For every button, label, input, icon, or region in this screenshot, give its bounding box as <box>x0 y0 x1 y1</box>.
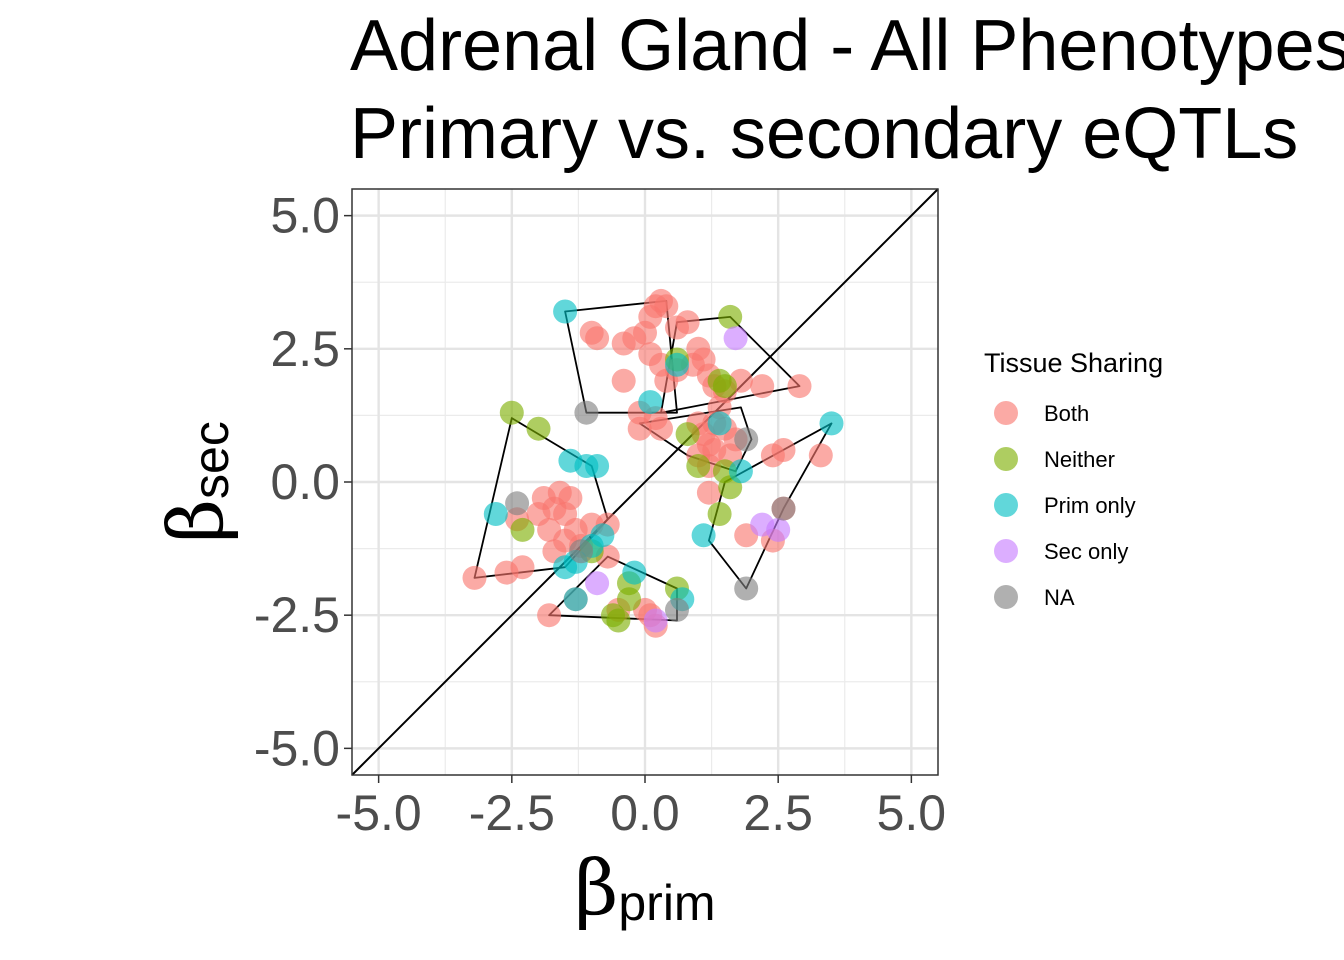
point-both <box>750 374 775 399</box>
point-both <box>808 443 833 468</box>
point-prim-only <box>665 352 689 377</box>
point-prim-only <box>483 502 508 526</box>
x-tick-label: 2.5 <box>743 785 813 841</box>
y-tick-label: -2.5 <box>254 587 340 643</box>
y-axis-symbol: β <box>151 499 240 543</box>
point-neither <box>675 422 700 447</box>
point-neither <box>686 454 711 478</box>
point-na <box>574 400 599 425</box>
point-neither <box>510 517 535 542</box>
x-tick-label: -2.5 <box>469 785 555 841</box>
legend-title: Tissue Sharing <box>984 348 1163 378</box>
legend-key-prim-only <box>994 493 1018 517</box>
y-tick-label: 2.5 <box>270 321 340 377</box>
x-tick-label: 5.0 <box>877 785 947 841</box>
y-tick-label: 0.0 <box>270 454 340 510</box>
point-both <box>696 480 721 505</box>
x-tick-label: -5.0 <box>336 785 422 841</box>
legend: Both Neither Prim only Sec only NA <box>994 401 1136 610</box>
point-prim-only <box>553 555 578 580</box>
point-sec-only <box>723 326 748 351</box>
chart-title-line-1: Adrenal Gland - All Phenotypes <box>350 6 1344 86</box>
point-prim-only <box>638 390 663 415</box>
point-both <box>787 374 812 399</box>
legend-label-sec-only: Sec only <box>1044 539 1128 564</box>
x-tick-label: 0.0 <box>610 785 680 841</box>
point-both <box>558 486 583 510</box>
point-neither <box>707 502 732 526</box>
point-na <box>771 496 796 521</box>
point-sec-only <box>766 517 791 542</box>
point-sec-only <box>585 571 610 596</box>
y-axis-ticks: -5.0 -2.5 0.0 2.5 5.0 <box>254 188 352 776</box>
legend-label-prim-only: Prim only <box>1044 493 1136 518</box>
legend-key-neither <box>994 447 1018 471</box>
point-na <box>734 576 759 601</box>
point-both <box>611 368 636 393</box>
point-both <box>654 294 679 319</box>
point-both <box>537 603 562 628</box>
x-axis-ticks: -5.0 -2.5 0.0 2.5 5.0 <box>336 775 947 841</box>
point-both <box>462 565 487 590</box>
point-na <box>505 491 530 516</box>
legend-key-both <box>994 401 1018 425</box>
cluster-hull <box>564 299 678 414</box>
point-prim-only <box>728 459 753 484</box>
point-prim-only <box>585 454 610 478</box>
y-axis-label: βsec <box>151 421 240 543</box>
y-tick-label: -5.0 <box>254 720 340 776</box>
points-group <box>462 288 844 638</box>
point-na <box>665 597 689 622</box>
point-neither <box>499 400 524 425</box>
point-neither <box>712 374 737 399</box>
point-na <box>734 427 759 452</box>
identity-line <box>351 188 939 776</box>
point-prim-only <box>553 299 578 324</box>
point-prim-only <box>707 411 732 436</box>
point-sec-only <box>643 608 668 633</box>
point-prim-only <box>563 587 588 612</box>
point-prim-only <box>819 411 844 436</box>
point-both <box>771 438 796 462</box>
point-both <box>627 416 652 441</box>
point-both <box>585 326 610 351</box>
reference-line-group <box>351 188 939 776</box>
point-neither <box>526 416 551 441</box>
legend-key-na <box>994 585 1018 609</box>
point-na <box>569 539 594 564</box>
point-neither <box>718 304 743 329</box>
legend-label-na: NA <box>1044 585 1075 610</box>
legend-key-sec-only <box>994 539 1018 563</box>
point-prim-only <box>622 560 647 585</box>
point-both <box>510 555 535 580</box>
point-both <box>675 310 700 335</box>
y-tick-label: 5.0 <box>270 188 340 244</box>
x-axis-symbol: β <box>574 843 618 932</box>
point-neither <box>606 608 631 633</box>
point-both <box>649 416 673 441</box>
legend-label-both: Both <box>1044 401 1089 426</box>
point-prim-only <box>691 523 716 548</box>
y-axis-subscript: sec <box>183 421 239 499</box>
x-axis-label: βprim <box>574 843 715 932</box>
x-axis-subscript: prim <box>618 875 715 931</box>
legend-label-neither: Neither <box>1044 447 1115 472</box>
chart-title-line-2: Primary vs. secondary eQTLs <box>350 94 1298 174</box>
